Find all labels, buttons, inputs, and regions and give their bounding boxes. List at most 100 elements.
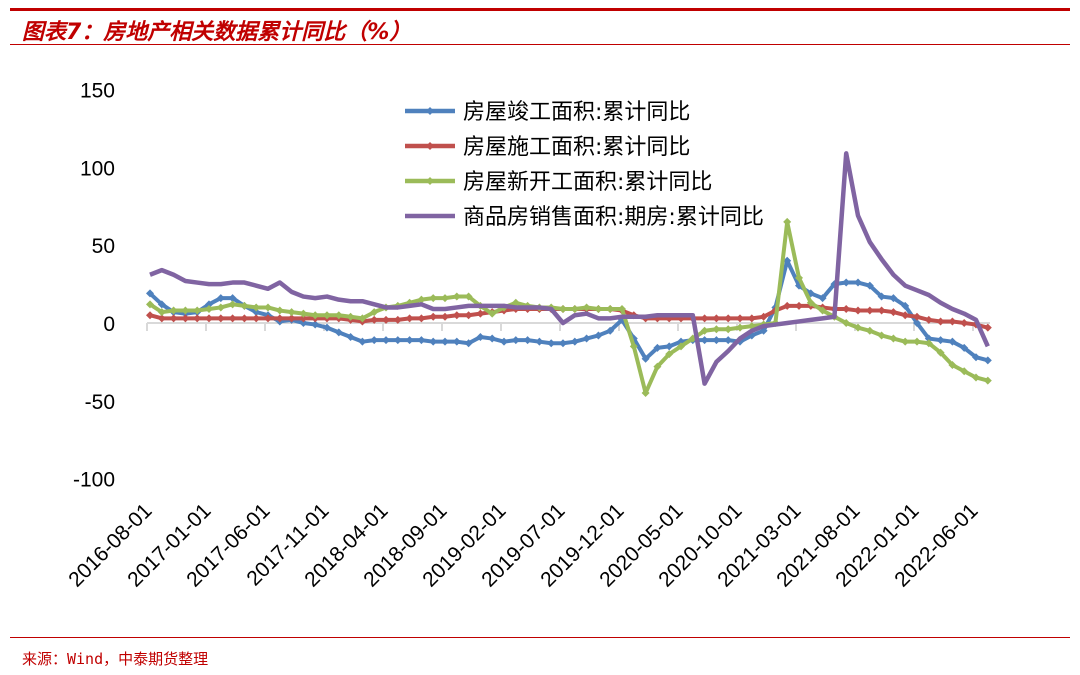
- legend-label: 房屋竣工面积:累计同比: [463, 100, 690, 125]
- data-point: [983, 323, 992, 332]
- data-point: [441, 337, 449, 346]
- data-point: [157, 308, 166, 317]
- data-point: [429, 312, 438, 321]
- series-line: [149, 151, 990, 386]
- data-point: [865, 306, 874, 315]
- data-point: [783, 217, 792, 226]
- data-point: [736, 314, 744, 323]
- data-point: [417, 295, 426, 304]
- data-point: [747, 314, 756, 323]
- footer-rule: [10, 637, 1070, 638]
- data-point: [346, 312, 355, 321]
- data-point: [783, 256, 792, 265]
- data-point: [948, 361, 957, 370]
- data-point: [216, 314, 225, 323]
- data-point: [865, 326, 874, 335]
- data-point: [205, 300, 213, 309]
- data-point: [913, 312, 921, 321]
- data-point: [299, 309, 308, 318]
- data-point: [972, 353, 980, 362]
- data-point: [452, 292, 461, 301]
- data-point: [700, 314, 709, 323]
- data-point: [476, 309, 485, 318]
- data-point: [252, 314, 261, 323]
- data-point: [606, 326, 615, 335]
- data-point: [972, 373, 980, 382]
- data-point: [913, 319, 921, 327]
- data-point: [228, 294, 237, 303]
- data-point: [641, 354, 650, 363]
- data-point: [429, 294, 438, 303]
- data-point: [948, 337, 957, 346]
- data-point: [275, 314, 284, 323]
- data-point: [665, 350, 674, 359]
- data-point: [523, 336, 532, 345]
- title-rule: [10, 44, 1070, 45]
- data-point: [275, 306, 284, 315]
- data-point: [736, 323, 744, 332]
- y-tick-label: 150: [80, 80, 115, 103]
- data-point: [795, 301, 803, 310]
- source-note: 来源：Wind，中泰期货整理: [22, 650, 209, 668]
- data-point: [488, 334, 497, 343]
- data-point: [323, 323, 331, 332]
- legend-marker: [426, 107, 434, 115]
- y-tick-label: 50: [92, 235, 115, 258]
- data-point: [205, 304, 213, 313]
- data-point: [712, 314, 721, 323]
- data-point: [358, 314, 367, 323]
- data-point: [287, 308, 296, 317]
- data-point: [901, 337, 910, 346]
- data-point: [877, 331, 886, 340]
- data-point: [559, 339, 567, 348]
- data-point: [240, 314, 249, 323]
- data-point: [476, 333, 485, 342]
- data-point: [370, 308, 379, 317]
- data-point: [405, 336, 414, 345]
- data-point: [488, 309, 497, 318]
- series-line: [148, 219, 989, 396]
- data-point: [901, 311, 910, 320]
- data-point: [193, 306, 202, 315]
- data-point: [889, 294, 898, 303]
- data-point: [228, 314, 237, 323]
- data-point: [983, 356, 992, 365]
- data-point: [854, 306, 862, 315]
- data-point: [393, 336, 402, 345]
- data-point: [264, 314, 272, 323]
- data-point: [169, 306, 178, 315]
- data-point: [299, 314, 308, 323]
- data-point: [854, 323, 862, 332]
- data-point: [146, 311, 154, 320]
- y-tick-label: -50: [85, 391, 115, 414]
- data-point: [511, 336, 520, 345]
- series-3: [146, 217, 992, 398]
- data-point: [924, 315, 933, 324]
- data-point: [936, 336, 945, 345]
- data-point: [901, 301, 910, 310]
- data-point: [854, 278, 862, 287]
- legend-label: 房屋施工面积:累计同比: [463, 135, 690, 160]
- data-point: [181, 314, 190, 323]
- data-point: [877, 306, 886, 315]
- data-point: [582, 334, 591, 343]
- data-point: [417, 314, 426, 323]
- data-point: [665, 342, 674, 351]
- data-point: [842, 304, 851, 313]
- data-point: [653, 343, 662, 352]
- data-point: [240, 301, 249, 310]
- data-point: [960, 319, 969, 327]
- data-point: [441, 312, 449, 321]
- data-point: [464, 339, 473, 348]
- data-point: [653, 362, 662, 371]
- data-point: [913, 337, 921, 346]
- data-point: [323, 311, 331, 320]
- data-point: [818, 294, 827, 303]
- data-point: [358, 337, 367, 346]
- data-point: [334, 328, 343, 337]
- data-point: [924, 339, 933, 348]
- data-point: [700, 336, 709, 345]
- legend-label: 商品房销售面积:期房:累计同比: [463, 205, 764, 230]
- data-point: [500, 337, 508, 346]
